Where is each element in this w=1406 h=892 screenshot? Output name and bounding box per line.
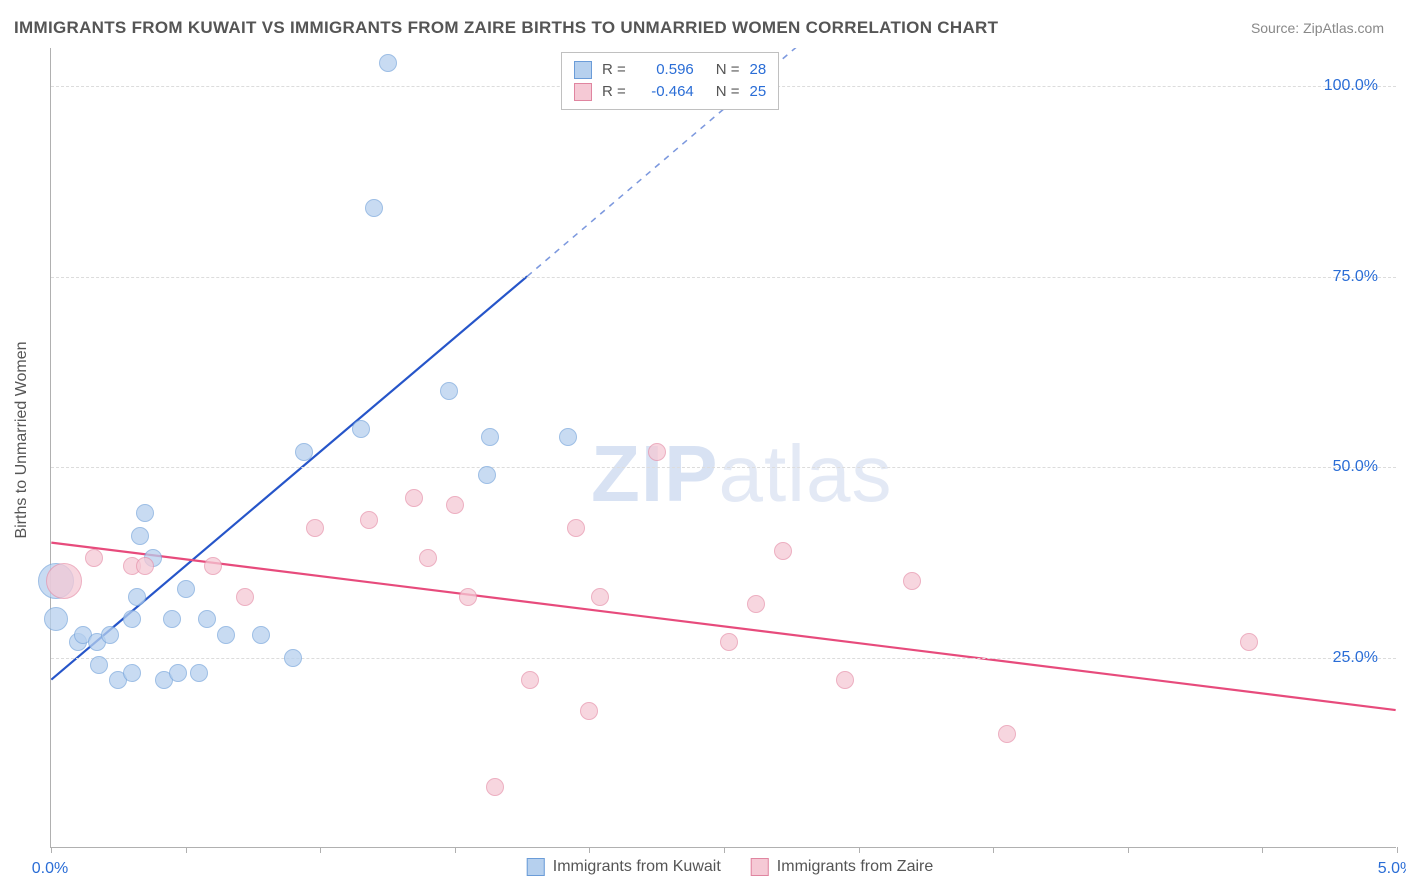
y-tick-label: 50.0% [1333, 458, 1378, 476]
x-tick [993, 847, 994, 853]
data-point [352, 420, 370, 438]
r-value: -0.464 [636, 81, 694, 103]
x-tick [455, 847, 456, 853]
n-value: 28 [750, 59, 767, 81]
data-point [236, 588, 254, 606]
legend-swatch [574, 61, 592, 79]
source-name: ZipAtlas.com [1303, 20, 1384, 36]
legend-swatch [751, 858, 769, 876]
data-point [478, 466, 496, 484]
data-point [131, 527, 149, 545]
data-point [217, 626, 235, 644]
data-point [591, 588, 609, 606]
data-point [198, 610, 216, 628]
data-point [46, 563, 82, 599]
series-name: Immigrants from Zaire [777, 858, 933, 876]
data-point [720, 633, 738, 651]
x-tick [186, 847, 187, 853]
legend-swatch [574, 83, 592, 101]
n-label: N = [716, 81, 740, 103]
data-point [440, 382, 458, 400]
y-tick-label: 100.0% [1324, 77, 1378, 95]
x-tick-label: 5.0% [1378, 860, 1406, 878]
data-point [747, 595, 765, 613]
r-label: R = [602, 59, 626, 81]
series-legend-item: Immigrants from Zaire [751, 858, 933, 876]
data-point [136, 504, 154, 522]
data-point [836, 671, 854, 689]
x-tick [589, 847, 590, 853]
x-tick [320, 847, 321, 853]
data-point [177, 580, 195, 598]
watermark: ZIPatlas [591, 428, 892, 520]
data-point [365, 199, 383, 217]
data-point [101, 626, 119, 644]
regression-lines-layer [51, 48, 1396, 847]
data-point [306, 519, 324, 537]
data-point [648, 443, 666, 461]
data-point [169, 664, 187, 682]
watermark-light: atlas [718, 429, 892, 518]
x-tick [1128, 847, 1129, 853]
data-point [295, 443, 313, 461]
stats-legend-row: R = -0.464 N = 25 [574, 81, 766, 103]
data-point [360, 511, 378, 529]
x-tick [724, 847, 725, 853]
data-point [284, 649, 302, 667]
x-tick [859, 847, 860, 853]
data-point [521, 671, 539, 689]
gridline-h [51, 467, 1396, 468]
data-point [446, 496, 464, 514]
r-label: R = [602, 81, 626, 103]
regression-line [51, 543, 1395, 710]
data-point [481, 428, 499, 446]
series-legend-item: Immigrants from Kuwait [527, 858, 721, 876]
x-tick [51, 847, 52, 853]
data-point [85, 549, 103, 567]
data-point [204, 557, 222, 575]
r-value: 0.596 [636, 59, 694, 81]
y-tick-label: 25.0% [1333, 649, 1378, 667]
data-point [123, 664, 141, 682]
x-tick [1397, 847, 1398, 853]
series-name: Immigrants from Kuwait [553, 858, 721, 876]
data-point [567, 519, 585, 537]
data-point [1240, 633, 1258, 651]
stats-legend-box: R = 0.596 N = 28 R = -0.464 N = 25 [561, 52, 779, 110]
data-point [136, 557, 154, 575]
series-legend: Immigrants from Kuwait Immigrants from Za… [527, 858, 934, 876]
data-point [405, 489, 423, 507]
n-label: N = [716, 59, 740, 81]
data-point [379, 54, 397, 72]
data-point [559, 428, 577, 446]
y-axis-label: Births to Unmarried Women [13, 341, 31, 538]
source-attribution: Source: ZipAtlas.com [1251, 20, 1384, 36]
data-point [419, 549, 437, 567]
data-point [774, 542, 792, 560]
source-prefix: Source: [1251, 20, 1303, 36]
y-tick-label: 75.0% [1333, 268, 1378, 286]
x-tick [1262, 847, 1263, 853]
data-point [252, 626, 270, 644]
plot-area: ZIPatlas 25.0% 50.0% 75.0% 100.0% R = 0.596 N … [50, 48, 1396, 848]
legend-swatch [527, 858, 545, 876]
data-point [90, 656, 108, 674]
data-point [190, 664, 208, 682]
data-point [459, 588, 477, 606]
stats-legend-row: R = 0.596 N = 28 [574, 59, 766, 81]
data-point [903, 572, 921, 590]
n-value: 25 [750, 81, 767, 103]
chart-title: IMMIGRANTS FROM KUWAIT VS IMMIGRANTS FRO… [14, 18, 998, 38]
data-point [44, 607, 68, 631]
data-point [998, 725, 1016, 743]
data-point [128, 588, 146, 606]
data-point [123, 610, 141, 628]
x-tick-label: 0.0% [32, 860, 68, 878]
data-point [486, 778, 504, 796]
gridline-h [51, 658, 1396, 659]
data-point [580, 702, 598, 720]
data-point [163, 610, 181, 628]
gridline-h [51, 277, 1396, 278]
